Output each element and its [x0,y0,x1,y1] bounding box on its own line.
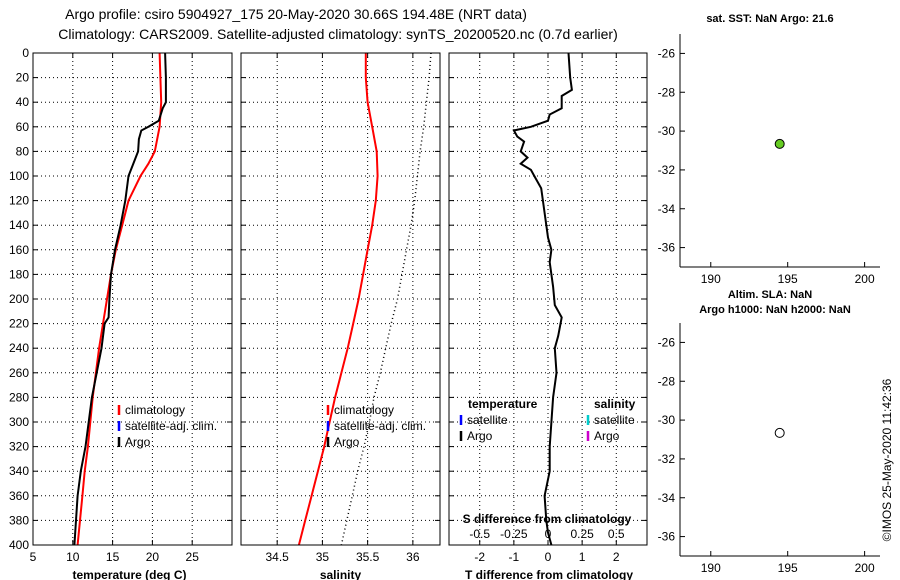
y-tick-label: -30 [658,413,676,427]
map-sla-panel: -26 -28 -30 -32 -34 -36 190 195 200 Altim. SLA: N… [658,289,880,575]
float-position-marker [774,138,785,149]
legend-label: climatology [125,403,185,417]
legend-title-salinity: salinity [594,397,636,411]
y-tick-label: 340 [9,464,29,478]
x-tick-label: 35.5 [356,550,380,564]
s-difference-tick-label: -0.25 [500,527,528,541]
x-tick-label: 2 [613,550,620,564]
x-axis-label: T difference from climatology [465,568,633,580]
legend-title-temperature: temperature [468,397,538,411]
y-tick-label: -26 [658,335,676,349]
x-tick-label: 1 [579,550,586,564]
x-tick-label: 35 [316,550,330,564]
y-tick-label: 280 [9,390,29,404]
series-line-argo [340,52,432,546]
s-difference-tick-label: -0.5 [469,527,490,541]
x-axis-label: temperature (deg C) [72,568,186,580]
y-tick-label: 380 [9,513,29,527]
y-tick-label: 140 [9,218,29,232]
y-tick-label: 320 [9,440,29,454]
y-tick-label: -30 [658,124,676,138]
plot-frame [32,52,233,546]
y-tick-label: 20 [16,71,30,85]
x-tick-label: 0 [545,550,552,564]
legend-label: satellite [594,413,635,427]
x-tick-label: 34.5 [266,550,290,564]
float-position-marker [774,427,785,438]
x-tick-label: 5 [30,550,37,564]
y-tick-label: 200 [9,292,29,306]
y-tick-label: -34 [658,491,676,505]
x-tick-label: 36 [406,550,420,564]
x-tick-label: -1 [509,550,520,564]
x-tick-label: 190 [701,272,721,286]
x-tick-label: 200 [855,272,875,286]
y-tick-label: 260 [9,366,29,380]
x-tick-label: 15 [106,550,120,564]
y-tick-label: -32 [658,163,676,177]
x-axis-label: salinity [320,568,362,580]
y-tick-label: -28 [658,374,676,388]
y-tick-label: 180 [9,267,29,281]
y-tick-label: 0 [22,46,29,60]
y-tick-label: 300 [9,415,29,429]
legend-label: Argo [334,435,360,449]
y-tick-label: 240 [9,341,29,355]
y-tick-label: -36 [658,530,676,544]
y-tick-label: 80 [16,144,30,158]
x-tick-label: 190 [701,561,721,575]
legend-label: Argo [467,429,493,443]
legend-label: satellite [467,413,508,427]
x-tick-label: 195 [778,561,798,575]
y-tick-label: -36 [658,241,676,255]
s-difference-tick-label: 0 [545,527,552,541]
y-tick-label: -34 [658,202,676,216]
y-tick-label: -32 [658,452,676,466]
legend-label: Argo [125,435,151,449]
y-tick-label: -26 [658,46,676,60]
legend-label: climatology [334,403,394,417]
y-tick-label: 220 [9,317,29,331]
y-tick-label: 400 [9,538,29,552]
x-tick-label: 20 [146,550,160,564]
series-line-climatology [297,53,379,546]
legend-label: satellite-adj. clim. [125,419,217,433]
legend-label: satellite-adj. clim. [334,419,426,433]
s-difference-tick-label: 0.25 [570,527,594,541]
y-tick-label: 100 [9,169,29,183]
x-tick-label: -2 [474,550,485,564]
map-subtitle: Argo h1000: NaN h2000: NaN [699,304,851,316]
x-tick-label: 195 [778,272,798,286]
series-line-argo-t-difference [512,52,573,546]
figure-title-line2: Climatology: CARS2009. Satellite-adjuste… [58,26,618,42]
salinity-panel: 34.5 35 35.5 36 salinity climatology satellite… [240,52,441,580]
y-tick-label: 120 [9,194,29,208]
y-tick-label: 40 [16,95,30,109]
y-tick-label: 160 [9,243,29,257]
map-sst-panel: -26 -28 -30 -32 -34 -36 190 195 200 sat. SST: NaN… [658,13,880,286]
x-tick-label: 25 [186,550,200,564]
map-title: Altim. SLA: NaN [728,289,812,301]
plot-frame [448,52,648,546]
y-tick-label: -28 [658,85,676,99]
x-tick-label: 200 [855,561,875,575]
s-difference-axis-label: S difference from climatology [463,512,632,526]
map-title: sat. SST: NaN Argo: 21.6 [706,13,833,25]
difference-panel: -2 -1 0 1 2 T difference from climatology S di… [448,52,648,580]
figure-title-line1: Argo profile: csiro 5904927_175 20-May-2… [65,6,527,22]
x-tick-label: 10 [66,550,80,564]
y-tick-label: 60 [16,120,30,134]
y-tick-label: 360 [9,489,29,503]
series-line-argo [73,52,167,546]
legend-label: Argo [594,429,620,443]
s-difference-tick-label: 0.5 [608,527,625,541]
watermark-text: ©IMOS 25-May-2020 11:42:36 [880,378,894,541]
plot-frame [240,52,441,546]
series-line-climatology [76,52,163,546]
